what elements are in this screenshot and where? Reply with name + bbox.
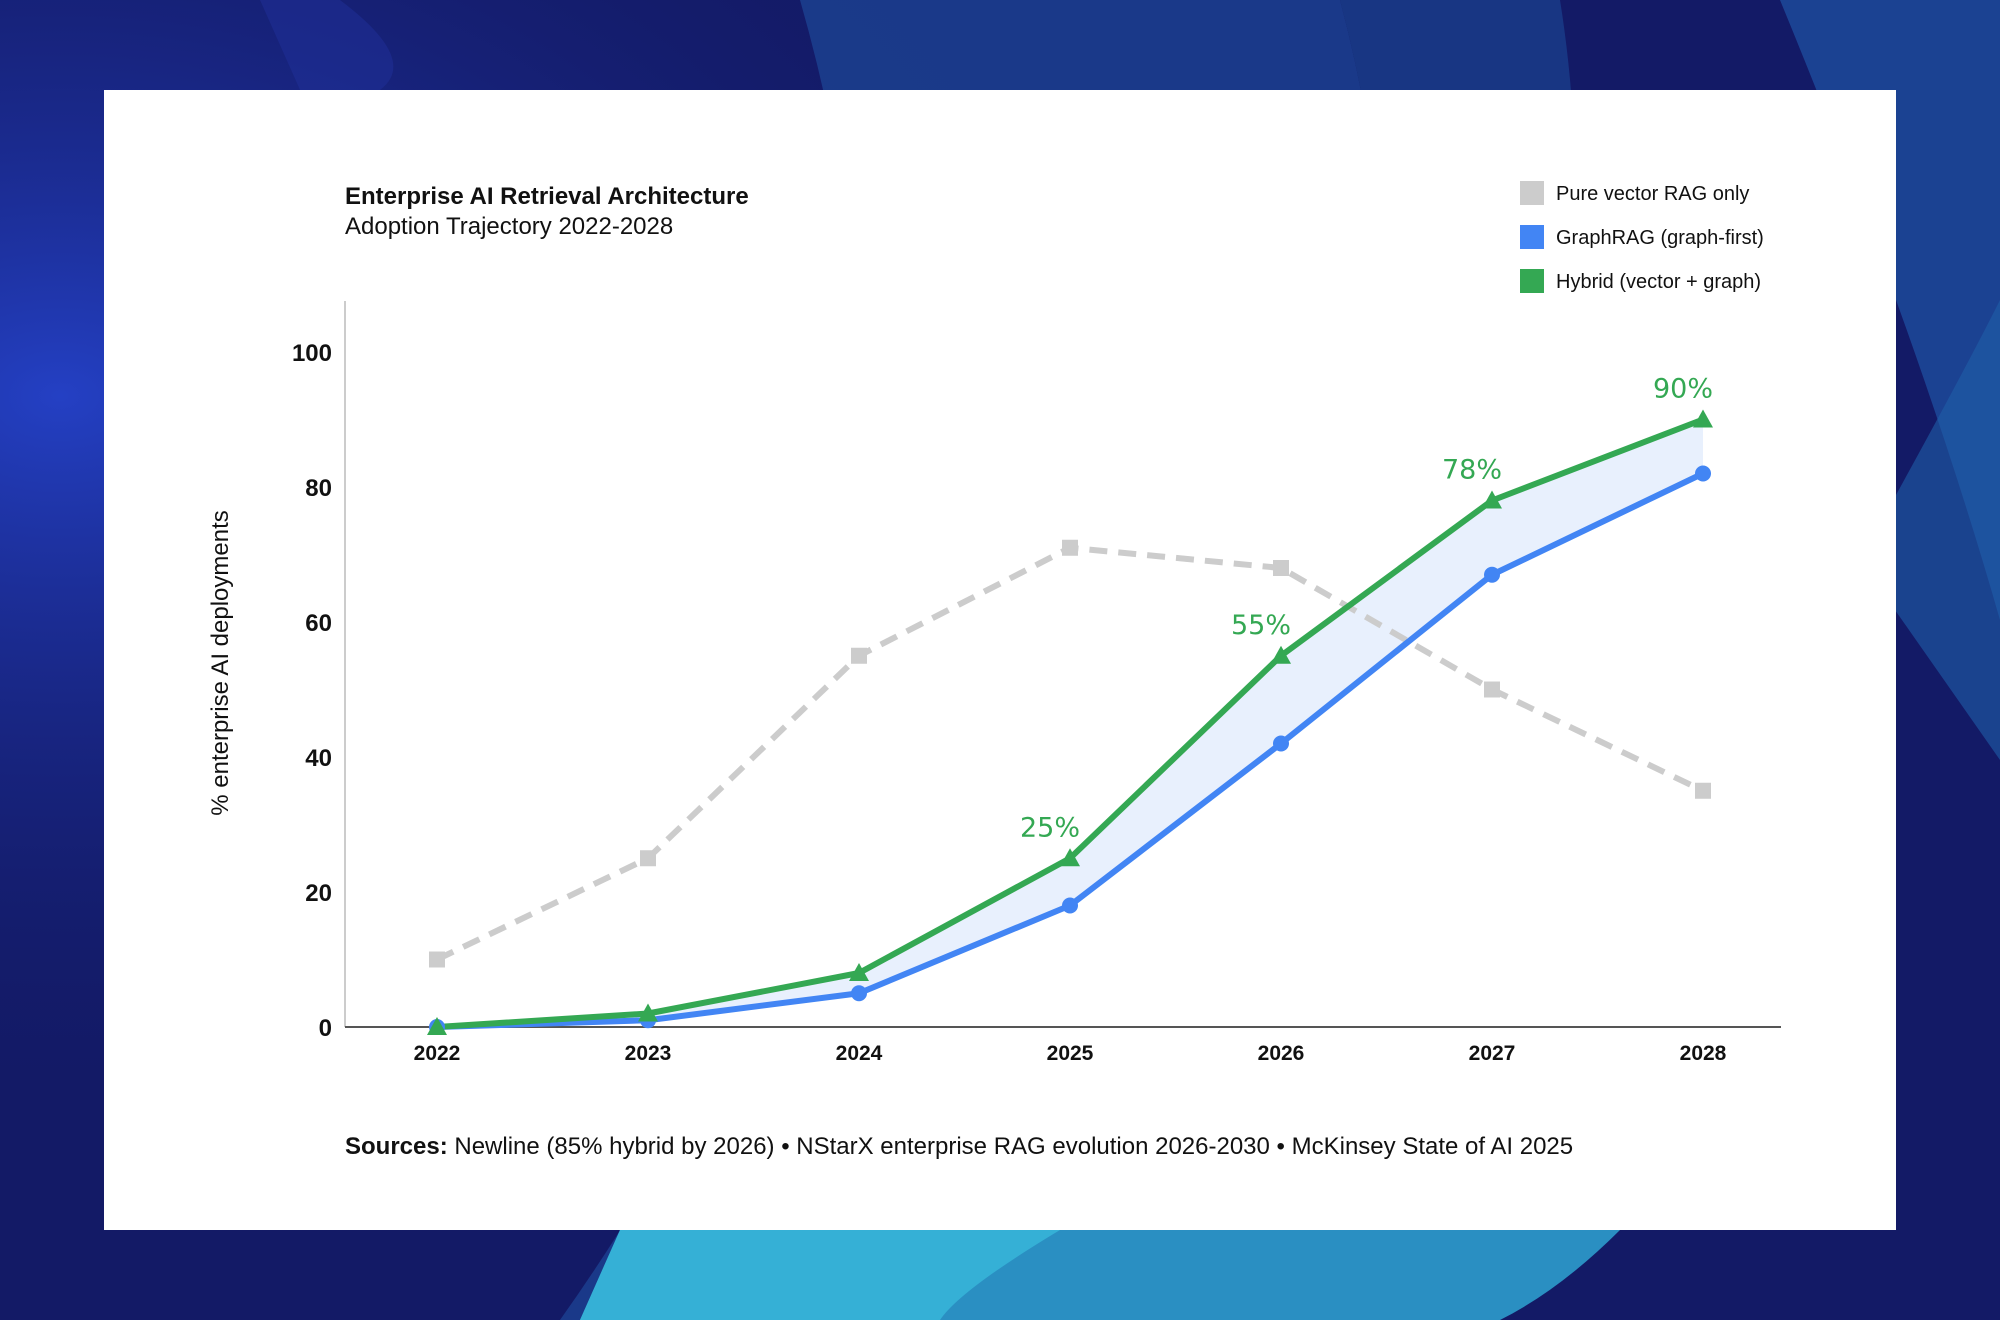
legend-swatch-graphrag <box>1520 225 1544 249</box>
line-chart: Enterprise AI Retrieval Architecture Ado… <box>207 181 1781 1160</box>
y-tick-label: 20 <box>305 880 332 907</box>
x-tick-label: 2025 <box>1047 1042 1094 1065</box>
hybrid-band-layer <box>437 419 1703 1027</box>
graphrag-marker <box>1695 465 1711 482</box>
hybrid-marker <box>849 963 869 981</box>
y-tick-label: 80 <box>305 475 332 502</box>
legend-label-vector: Pure vector RAG only <box>1556 183 1749 205</box>
chart-title: Enterprise AI Retrieval Architecture <box>345 183 749 210</box>
marker-layer <box>427 409 1713 1035</box>
data-label-hybrid: 25% <box>1020 812 1080 843</box>
x-tick-label: 2023 <box>625 1042 672 1065</box>
vector-rag-marker <box>640 850 656 867</box>
graphrag-marker <box>1484 566 1500 583</box>
sources-label: Sources: <box>345 1133 448 1160</box>
graphrag-marker <box>851 985 867 1002</box>
data-label-layer: 25% 55% 78% 90% <box>1020 374 1713 844</box>
x-tick-label: 2022 <box>414 1042 461 1065</box>
y-tick-label: 60 <box>305 610 332 637</box>
x-tick-label: 2024 <box>836 1042 883 1065</box>
graphrag-marker <box>1273 735 1289 752</box>
hybrid-marker <box>1693 409 1713 428</box>
hybrid-marker <box>1060 848 1080 867</box>
vector-rag-marker <box>429 951 445 968</box>
hybrid-marker <box>1271 645 1291 664</box>
x-tick-label: 2027 <box>1469 1042 1516 1065</box>
sources-note: Sources: Newline (85% hybrid by 2026) • … <box>345 1133 1573 1160</box>
vector-rag-marker <box>851 647 867 664</box>
x-ticks: 2022 2023 2024 2025 2026 2027 2028 <box>414 1042 1727 1065</box>
y-tick-label: 100 <box>292 340 332 367</box>
sources-text: Newline (85% hybrid by 2026) • NStarX en… <box>448 1133 1573 1160</box>
chart-card: Enterprise AI Retrieval Architecture Ado… <box>104 90 1896 1230</box>
legend-label-graphrag: GraphRAG (graph-first) <box>1556 227 1764 249</box>
data-label-hybrid: 78% <box>1442 455 1502 486</box>
vector-rag-marker <box>1273 560 1289 576</box>
hybrid-marker <box>427 1017 447 1035</box>
vector-rag-marker <box>1062 539 1078 556</box>
y-tick-label: 0 <box>319 1015 332 1042</box>
y-ticks: 0 20 40 60 80 100 <box>292 340 332 1042</box>
x-tick-label: 2028 <box>1680 1042 1727 1065</box>
legend: Pure vector RAG only GraphRAG (graph-fir… <box>1520 181 1764 293</box>
graphrag-marker <box>1062 897 1078 914</box>
legend-swatch-hybrid <box>1520 269 1544 293</box>
chart-subtitle: Adoption Trajectory 2022-2028 <box>345 213 673 240</box>
hybrid-graphrag-gap-band <box>437 419 1703 1027</box>
legend-swatch-vector <box>1520 181 1544 205</box>
y-tick-label: 40 <box>305 745 332 772</box>
data-label-hybrid: 90% <box>1653 374 1713 405</box>
legend-label-hybrid: Hybrid (vector + graph) <box>1556 271 1761 293</box>
x-tick-label: 2026 <box>1258 1042 1305 1065</box>
vector-rag-marker <box>1484 681 1500 698</box>
vector-rag-marker <box>1695 782 1711 799</box>
hybrid-marker <box>638 1003 658 1022</box>
y-axis-label: % enterprise AI deployments <box>207 510 234 816</box>
data-label-hybrid: 55% <box>1231 610 1291 641</box>
hybrid-marker <box>1482 490 1502 509</box>
